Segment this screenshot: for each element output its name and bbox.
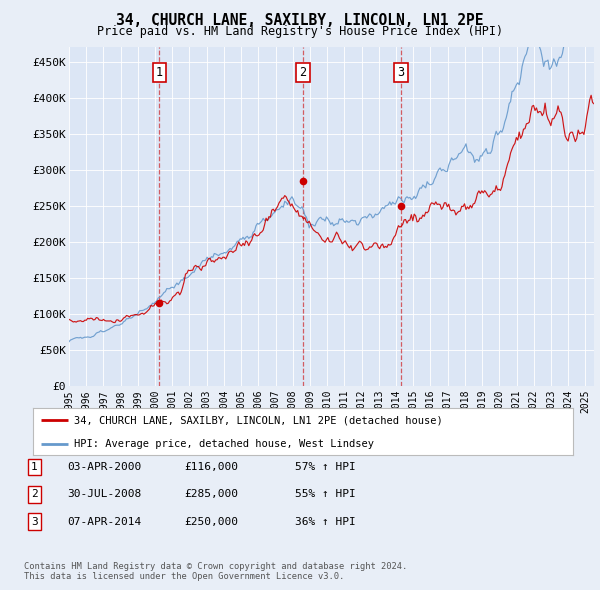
Text: 2: 2 xyxy=(31,490,38,499)
Text: 2: 2 xyxy=(299,66,307,79)
Text: £250,000: £250,000 xyxy=(184,517,238,526)
Text: £285,000: £285,000 xyxy=(184,490,238,499)
Text: 1: 1 xyxy=(31,463,38,472)
Text: Price paid vs. HM Land Registry's House Price Index (HPI): Price paid vs. HM Land Registry's House … xyxy=(97,25,503,38)
Text: 34, CHURCH LANE, SAXILBY, LINCOLN, LN1 2PE (detached house): 34, CHURCH LANE, SAXILBY, LINCOLN, LN1 2… xyxy=(74,415,442,425)
Text: Contains HM Land Registry data © Crown copyright and database right 2024.
This d: Contains HM Land Registry data © Crown c… xyxy=(24,562,407,581)
Text: 3: 3 xyxy=(31,517,38,526)
Text: 07-APR-2014: 07-APR-2014 xyxy=(67,517,142,526)
Text: 1: 1 xyxy=(156,66,163,79)
Text: £116,000: £116,000 xyxy=(184,463,238,472)
Text: 55% ↑ HPI: 55% ↑ HPI xyxy=(295,490,356,499)
Text: 36% ↑ HPI: 36% ↑ HPI xyxy=(295,517,356,526)
Text: HPI: Average price, detached house, West Lindsey: HPI: Average price, detached house, West… xyxy=(74,439,373,448)
Text: 03-APR-2000: 03-APR-2000 xyxy=(67,463,142,472)
Text: 34, CHURCH LANE, SAXILBY, LINCOLN, LN1 2PE: 34, CHURCH LANE, SAXILBY, LINCOLN, LN1 2… xyxy=(116,13,484,28)
Text: 30-JUL-2008: 30-JUL-2008 xyxy=(67,490,142,499)
Text: 3: 3 xyxy=(397,66,404,79)
Text: 57% ↑ HPI: 57% ↑ HPI xyxy=(295,463,356,472)
